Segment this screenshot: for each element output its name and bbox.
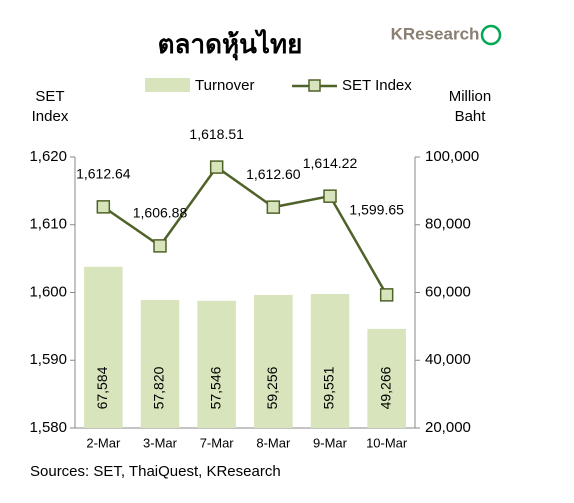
line <box>102 165 388 296</box>
x-tick-label: 2-Mar <box>86 435 121 450</box>
line-value-label: 1,612.64 <box>76 166 131 182</box>
y2-tick-label: 100,000 <box>425 148 479 165</box>
line-value-label: 1,606.88 <box>133 205 188 221</box>
y-tick-label: 1,580 <box>29 419 67 436</box>
bar <box>367 328 406 428</box>
bar-value-label: 57,546 <box>207 366 223 409</box>
logo: KResearch <box>391 24 480 43</box>
bar-value-label: 67,584 <box>94 366 110 409</box>
y2-axis-title: Million <box>449 88 492 105</box>
marker <box>96 200 111 214</box>
marker <box>379 288 394 302</box>
y2-axis-title: Baht <box>455 108 487 125</box>
legend-swatch <box>145 78 190 92</box>
y-axis-title: Index <box>32 108 69 125</box>
y-axis-title: SET <box>35 88 64 105</box>
bar-value-label: 57,820 <box>151 366 167 409</box>
marker <box>209 160 224 174</box>
bar-value-label: 59,256 <box>264 366 280 409</box>
marker <box>266 200 281 214</box>
marker <box>153 239 167 253</box>
x-tick-label: 8-Mar <box>256 435 291 450</box>
bar <box>140 299 180 428</box>
line-value-label: 1,618.51 <box>189 126 244 142</box>
x-tick-label: 10-Mar <box>366 435 408 450</box>
bar <box>310 294 350 428</box>
y-tick-label: 1,600 <box>29 283 67 300</box>
x-tick-label: 3-Mar <box>143 435 178 450</box>
bar <box>84 266 123 428</box>
y-tick-label: 1,620 <box>29 148 67 165</box>
x-tick-label: 9-Mar <box>313 435 348 450</box>
logo-icon <box>480 24 502 46</box>
y-tick-label: 1,610 <box>29 216 67 233</box>
y2-tick-label: 60,000 <box>425 283 471 300</box>
chart-title: ตลาดหุ้นไทย <box>158 28 303 61</box>
y2-tick-label: 40,000 <box>425 351 471 368</box>
marker <box>323 189 337 203</box>
source: Sources: SET, ThaiQuest, KResearch <box>30 463 281 480</box>
legend-marker <box>308 79 321 92</box>
line-value-label: 1,614.22 <box>303 155 358 171</box>
y-tick-label: 1,590 <box>29 351 67 368</box>
y2-tick-label: 80,000 <box>425 216 471 233</box>
y2-tick-label: 20,000 <box>425 419 471 436</box>
legend-label: SET Index <box>342 77 412 94</box>
line-value-label: 1,599.65 <box>349 202 404 218</box>
bar-value-label: 49,266 <box>377 366 393 409</box>
bar <box>254 295 293 428</box>
bar <box>197 300 236 428</box>
line-value-label: 1,612.60 <box>246 166 301 182</box>
bar-value-label: 59,551 <box>321 366 337 409</box>
x-tick-label: 7-Mar <box>200 435 235 450</box>
legend-label: Turnover <box>195 77 254 94</box>
